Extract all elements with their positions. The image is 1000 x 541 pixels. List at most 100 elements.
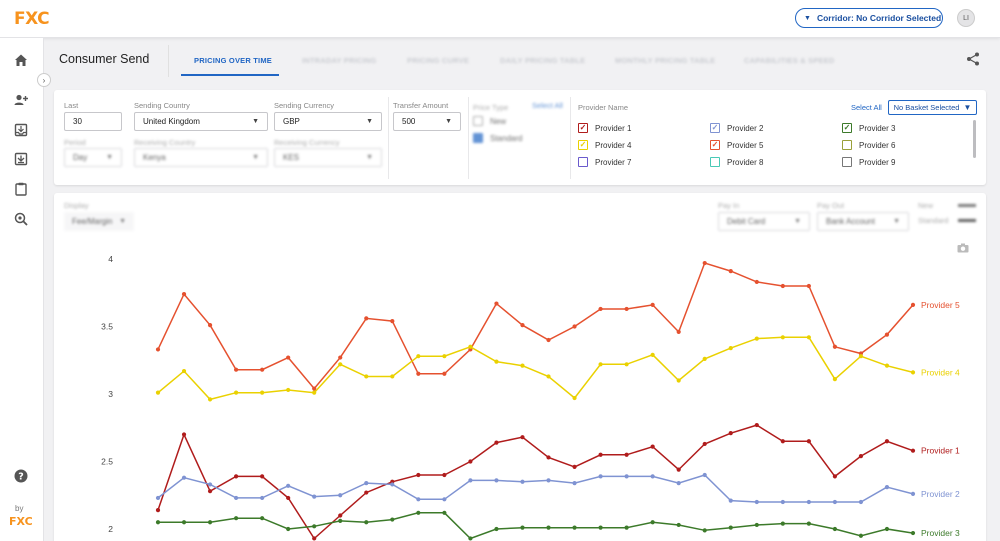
data-point[interactable] xyxy=(728,431,733,436)
data-point[interactable] xyxy=(650,474,655,479)
avatar[interactable]: LI xyxy=(957,9,975,27)
data-point[interactable] xyxy=(754,422,759,428)
corridor-selector-button[interactable]: ▼ Corridor: No Corridor Selected xyxy=(795,8,943,28)
data-point[interactable] xyxy=(286,483,291,488)
tab-daily-pricing-table[interactable]: DAILY PRICING TABLE xyxy=(500,56,586,65)
data-point[interactable] xyxy=(624,306,629,312)
data-point[interactable] xyxy=(207,520,213,525)
data-point[interactable] xyxy=(884,332,890,337)
add-user-icon[interactable] xyxy=(13,92,29,108)
data-point[interactable] xyxy=(181,368,187,374)
download-icon[interactable] xyxy=(13,151,29,167)
sidebar-expand-button[interactable]: › xyxy=(37,73,51,87)
data-point[interactable] xyxy=(598,452,603,457)
data-point[interactable] xyxy=(702,441,707,447)
data-point[interactable] xyxy=(858,499,864,505)
data-point[interactable] xyxy=(858,533,864,538)
provider-option[interactable]: ✓ Provider 5 xyxy=(710,140,763,150)
data-point[interactable] xyxy=(598,362,603,367)
data-point[interactable] xyxy=(181,520,187,525)
provider-option[interactable]: Provider 6 xyxy=(842,140,895,150)
data-point[interactable] xyxy=(286,355,291,360)
data-point[interactable] xyxy=(598,306,603,312)
data-point[interactable] xyxy=(520,435,525,440)
data-point[interactable] xyxy=(390,374,395,379)
data-point[interactable] xyxy=(416,354,421,359)
data-point[interactable] xyxy=(728,269,733,274)
data-point[interactable] xyxy=(676,522,681,528)
data-point[interactable] xyxy=(702,528,707,533)
data-point[interactable] xyxy=(650,302,655,307)
data-point[interactable] xyxy=(260,474,265,479)
data-point[interactable] xyxy=(884,526,890,532)
data-point[interactable] xyxy=(910,530,916,536)
data-point[interactable] xyxy=(884,485,890,490)
data-point[interactable] xyxy=(754,336,759,341)
data-point[interactable] xyxy=(832,499,837,505)
data-point[interactable] xyxy=(520,479,525,484)
data-point[interactable] xyxy=(650,520,655,525)
data-point[interactable] xyxy=(650,352,655,357)
data-point[interactable] xyxy=(312,536,317,541)
period-select[interactable]: Day ▼ xyxy=(64,148,122,167)
data-point[interactable] xyxy=(234,367,239,372)
data-point[interactable] xyxy=(806,283,811,289)
data-point[interactable] xyxy=(624,525,629,530)
data-point[interactable] xyxy=(364,481,369,486)
data-point[interactable] xyxy=(520,323,525,328)
data-point[interactable] xyxy=(442,510,447,515)
data-point[interactable] xyxy=(260,495,265,501)
tab-pricing-curve[interactable]: PRICING CURVE xyxy=(407,56,470,65)
pricing-line-chart[interactable]: 2 2.5 3 3.5 4 Provider 5 Provider 4 Provider 1 P… xyxy=(54,193,986,541)
data-point[interactable] xyxy=(572,395,577,401)
clipboard-icon[interactable] xyxy=(13,181,29,197)
provider-list-scrollbar[interactable] xyxy=(973,120,976,158)
data-point[interactable] xyxy=(468,478,473,483)
pay-in-select[interactable]: Debit Card ▼ xyxy=(718,212,810,231)
data-point[interactable] xyxy=(780,439,785,444)
data-point[interactable] xyxy=(312,524,317,529)
data-point[interactable] xyxy=(702,260,707,266)
provider-option[interactable]: Provider 8 xyxy=(710,157,763,167)
data-point[interactable] xyxy=(754,279,759,285)
data-point[interactable] xyxy=(364,316,369,321)
data-point[interactable] xyxy=(207,489,213,494)
data-point[interactable] xyxy=(155,508,161,513)
price-type-standard-option[interactable]: Standard xyxy=(473,133,522,143)
data-point[interactable] xyxy=(546,525,551,530)
data-point[interactable] xyxy=(494,301,499,306)
data-point[interactable] xyxy=(780,499,785,505)
data-point[interactable] xyxy=(390,482,395,487)
data-point[interactable] xyxy=(832,526,837,532)
provider-option[interactable]: Provider 9 xyxy=(842,157,895,167)
data-point[interactable] xyxy=(806,521,811,526)
provider-option[interactable]: ✓ Provider 3 xyxy=(842,123,895,133)
data-point[interactable] xyxy=(468,459,473,464)
price-type-select-all[interactable]: Select All xyxy=(532,101,563,110)
data-point[interactable] xyxy=(598,474,603,479)
data-point[interactable] xyxy=(416,472,421,478)
basket-select-button[interactable]: No Basket Selected ▼ xyxy=(888,100,977,115)
data-point[interactable] xyxy=(494,478,499,483)
data-point[interactable] xyxy=(442,497,447,502)
data-point[interactable] xyxy=(338,493,343,498)
data-point[interactable] xyxy=(676,481,681,486)
data-point[interactable] xyxy=(468,536,473,541)
data-point[interactable] xyxy=(155,495,161,501)
inbox-icon[interactable] xyxy=(13,122,29,138)
data-point[interactable] xyxy=(728,525,733,530)
display-select[interactable]: Fee/Margin ▼ xyxy=(64,212,134,231)
data-point[interactable] xyxy=(546,455,551,460)
data-point[interactable] xyxy=(260,390,265,395)
pay-out-select[interactable]: Bank Account ▼ xyxy=(817,212,909,231)
data-point[interactable] xyxy=(702,472,707,478)
data-point[interactable] xyxy=(338,355,343,360)
data-point[interactable] xyxy=(780,521,785,526)
data-point[interactable] xyxy=(468,344,473,349)
data-point[interactable] xyxy=(494,526,499,532)
data-point[interactable] xyxy=(520,525,525,530)
search-settings-icon[interactable] xyxy=(13,211,29,227)
data-point[interactable] xyxy=(546,337,551,343)
data-point[interactable] xyxy=(572,324,577,329)
data-point[interactable] xyxy=(312,494,317,499)
